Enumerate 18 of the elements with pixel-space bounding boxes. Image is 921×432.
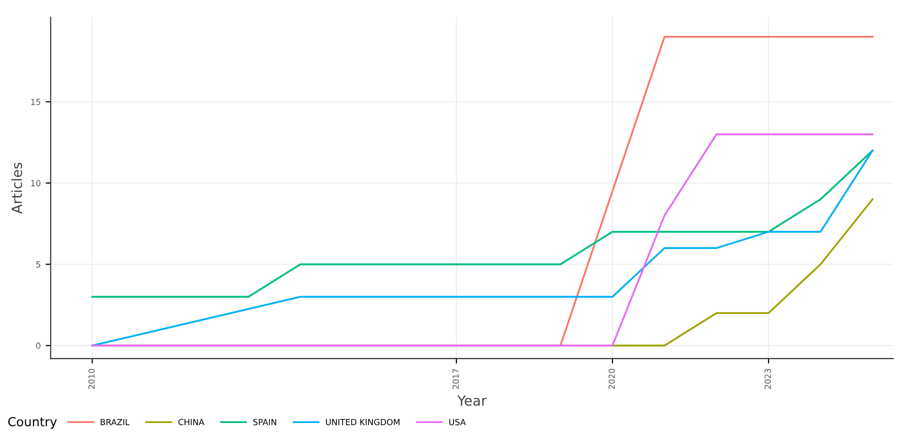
y-tick-label: 0: [36, 342, 40, 349]
y-axis-title: Articles: [11, 162, 22, 214]
legend-label: BRAZIL: [100, 418, 130, 426]
legend-label: USA: [449, 418, 466, 426]
legend-label: UNITED KINGDOM: [326, 418, 400, 426]
line-series: [612, 198, 874, 346]
y-tick-label: 10: [31, 180, 40, 186]
line-series: [91, 150, 874, 298]
x-axis-title: Year: [457, 395, 487, 406]
y-tick-label: 15: [31, 98, 40, 106]
x-tick-label: 2023: [764, 368, 771, 389]
legend-label: CHINA: [178, 418, 204, 426]
legend-label: SPAIN: [253, 418, 276, 426]
x-tick-label: 2017: [452, 368, 459, 389]
y-tick-label: 5: [36, 261, 40, 268]
x-tick-label: 2010: [88, 368, 95, 389]
x-tick-label: 2020: [608, 368, 615, 389]
legend-title: Country: [8, 416, 57, 429]
